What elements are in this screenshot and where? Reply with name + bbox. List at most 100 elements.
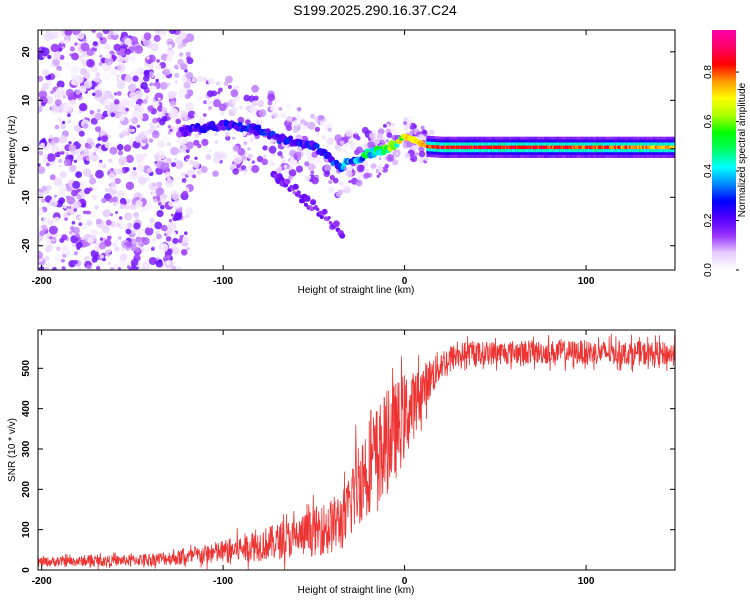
spectrogram-cell — [288, 169, 297, 177]
spectrogram-cell — [374, 138, 381, 145]
spectrogram-cell — [104, 56, 114, 66]
spectrogram-cell — [109, 146, 118, 155]
spectrogram-cell — [146, 56, 150, 60]
spectrogram-cell — [143, 75, 150, 82]
spectrogram-cell — [310, 113, 315, 119]
spectrogram-cell — [201, 138, 209, 146]
spectrogram-cell — [125, 228, 132, 235]
spectrogram-cell — [376, 132, 384, 140]
spectrogram-y-tick-label: -20 — [21, 238, 32, 253]
spectrogram-cell — [146, 167, 153, 174]
spectrogram-cell — [232, 136, 236, 140]
spectrogram-cell — [193, 113, 199, 118]
spectrogram-cell — [86, 59, 95, 68]
spectrogram-cell — [381, 166, 388, 173]
spectrogram-cell — [251, 160, 256, 164]
spectrogram-cell — [161, 193, 167, 199]
spectrogram-cell — [129, 91, 137, 99]
spectrogram-cell — [408, 116, 412, 120]
spectrogram-cell — [131, 170, 138, 176]
spectrogram-cell — [59, 190, 66, 197]
spectrogram-cell — [321, 135, 327, 141]
spectrogram-cell — [313, 156, 322, 164]
spectrogram-cell — [288, 175, 292, 180]
spectrogram-cell — [185, 102, 194, 112]
spectrogram-cell — [297, 107, 302, 112]
spectrogram-cell — [310, 199, 317, 206]
colorbar-tick-label: 0.2 — [703, 213, 714, 227]
spectrogram-cell — [138, 77, 143, 82]
spectrogram-cell — [113, 43, 121, 52]
spectrogram-cell — [110, 95, 115, 100]
spectrogram-cell — [60, 40, 65, 44]
spectrogram-cell — [135, 247, 141, 253]
spectrogram-cell — [102, 209, 111, 218]
spectrogram-cell — [126, 198, 131, 204]
spectrogram-cell — [58, 164, 62, 168]
spectrogram-cell — [149, 99, 155, 105]
spectrogram-cell — [119, 253, 128, 261]
spectrogram-cell — [138, 176, 147, 185]
spectrogram-cell — [172, 200, 182, 209]
spectrogram-cell — [171, 231, 177, 237]
spectrogram-cell — [392, 159, 399, 166]
spectrogram-cell — [167, 222, 174, 230]
spectrogram-cell — [270, 104, 278, 112]
spectrogram-cell — [309, 206, 315, 212]
spectrogram-cell — [142, 98, 148, 104]
spectrogram-cell — [81, 203, 86, 208]
spectrogram-cell — [60, 31, 66, 37]
spectrogram-cell — [151, 247, 155, 251]
spectrogram-cell — [170, 146, 179, 156]
spectrogram-cell — [43, 32, 53, 42]
spectrogram-cell — [183, 81, 191, 89]
spectrogram-cell — [74, 42, 78, 46]
spectrogram-cell — [175, 118, 181, 125]
spectrogram-cell — [166, 176, 171, 181]
snr-series-line — [38, 333, 675, 570]
spectrogram-cell — [206, 99, 213, 105]
spectrogram-cell — [194, 133, 199, 138]
spectrogram-cell — [292, 127, 298, 134]
spectrogram-cell — [155, 187, 165, 196]
spectrogram-cell — [184, 207, 194, 216]
spectrogram-cell — [76, 194, 82, 200]
spectrogram-cell — [54, 99, 62, 107]
spectrogram-cell — [336, 191, 342, 197]
spectrogram-cell — [133, 104, 141, 112]
spectrogram-cell — [67, 113, 71, 118]
spectrogram-cell — [83, 38, 87, 43]
spectrogram-cell — [154, 92, 164, 102]
spectrogram-cell — [117, 150, 124, 156]
spectrogram-cell — [395, 152, 399, 156]
spectrogram-cell — [49, 198, 58, 208]
spectrogram-cell — [71, 221, 76, 225]
spectrogram-cell — [192, 161, 200, 169]
spectrogram-cell — [57, 116, 62, 121]
spectrogram-cell — [166, 141, 172, 147]
spectrogram-cell — [218, 103, 227, 112]
spectrogram-cell — [78, 85, 87, 94]
spectrogram-cell — [59, 135, 68, 144]
spectrogram-cell — [93, 253, 100, 261]
snr-y-tick-label: 300 — [21, 440, 32, 457]
spectrogram-cell — [90, 141, 95, 147]
spectrogram-cell — [169, 128, 173, 132]
snr-x-tick-label: -100 — [213, 576, 233, 587]
spectrogram-cell — [102, 30, 110, 35]
spectrogram-cell — [147, 222, 153, 229]
spectrogram-cell — [310, 170, 315, 175]
spectrogram-cell — [130, 56, 136, 62]
spectrogram-cell — [171, 162, 176, 168]
spectrogram-cell — [78, 222, 83, 227]
spectrogram-cell — [167, 44, 173, 49]
spectrogram-cell — [40, 142, 45, 148]
spectrogram-cell — [251, 136, 256, 141]
spectrogram-cell — [70, 65, 79, 74]
spectrogram-cell — [152, 237, 158, 243]
spectrogram-cell — [295, 165, 303, 173]
spectrogram-cell — [304, 195, 311, 202]
spectrogram-cell — [258, 109, 267, 118]
spectrogram-cell — [119, 203, 126, 210]
